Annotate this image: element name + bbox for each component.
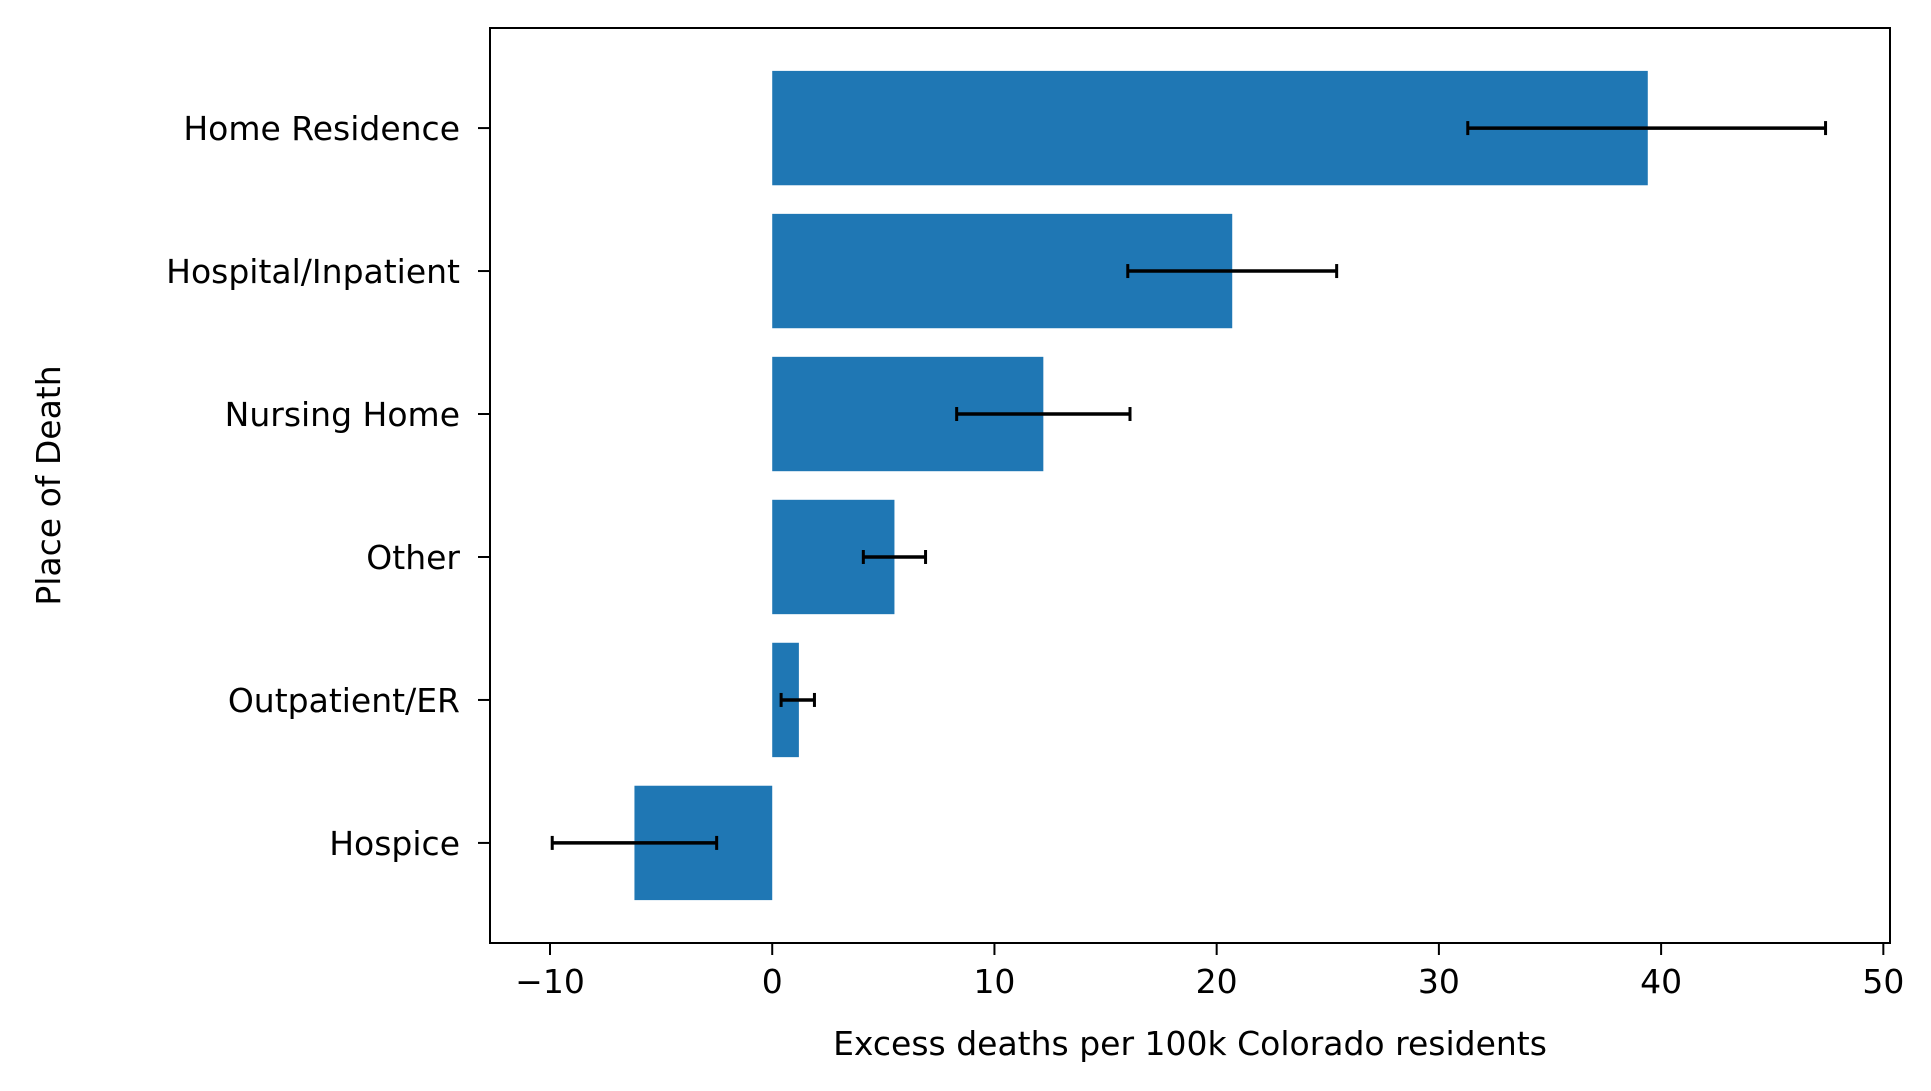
y-axis-label: Place of Death: [29, 365, 68, 605]
y-tick-label: Home Residence: [183, 109, 460, 148]
x-axis-label: Excess deaths per 100k Colorado resident…: [833, 1024, 1547, 1063]
y-tick-label: Outpatient/ER: [228, 681, 460, 720]
x-axis-ticks: −10 0 10 20 30 40 50: [515, 943, 1904, 1001]
x-tick-label: 0: [762, 962, 783, 1001]
y-tick-label: Hospital/Inpatient: [166, 252, 460, 291]
error-bars-group: [550, 121, 1828, 850]
x-tick-label: 50: [1862, 962, 1904, 1001]
x-tick-label: −10: [515, 962, 585, 1001]
x-tick-label: 20: [1196, 962, 1238, 1001]
x-tick-label: 10: [973, 962, 1015, 1001]
y-tick-label: Nursing Home: [225, 395, 460, 434]
y-tick-label: Hospice: [329, 824, 460, 863]
y-axis-ticks: Home Residence Hospital/Inpatient Nursing …: [166, 109, 490, 863]
y-tick-label: Other: [366, 538, 460, 577]
plot-frame: [489, 27, 1891, 944]
x-tick-label: 30: [1418, 962, 1460, 1001]
x-tick-label: 40: [1640, 962, 1682, 1001]
bars-group: [634, 70, 1648, 901]
